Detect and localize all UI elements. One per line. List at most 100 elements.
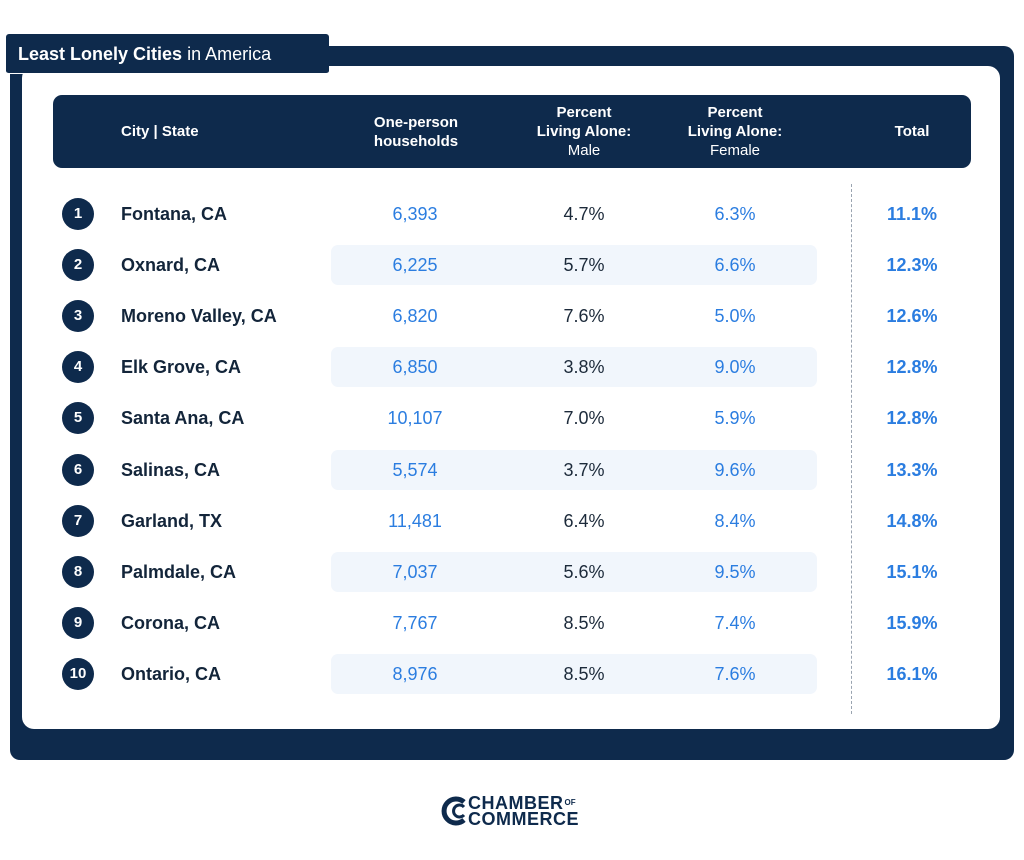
- rank-badge: 4: [62, 351, 94, 383]
- male-percent-cell: 3.8%: [563, 357, 605, 377]
- total-cell: 12.6%: [886, 306, 938, 326]
- city-cell: Corona, CA: [121, 613, 220, 633]
- row-stripe: [331, 654, 817, 694]
- table-header: City | State One-person households Perce…: [53, 95, 971, 168]
- female-percent-cell: 6.3%: [714, 204, 756, 224]
- table-row: 9 Corona, CA 7,767 8.5% 7.4% 15.9%: [0, 603, 1024, 643]
- city-cell: Oxnard, CA: [121, 255, 221, 275]
- rank-badge: 5: [62, 402, 94, 434]
- city-cell: Elk Grove, CA: [121, 357, 242, 377]
- male-percent-cell: 5.7%: [563, 255, 605, 275]
- header-male-line3: Male: [567, 142, 601, 159]
- table-row: 5 Santa Ana, CA 10,107 7.0% 5.9% 12.8%: [0, 398, 1024, 438]
- rank-badge: 2: [62, 249, 94, 281]
- households-cell: 11,481: [388, 511, 442, 531]
- total-cell: 12.3%: [886, 255, 938, 275]
- rank-badge: 6: [62, 454, 94, 486]
- male-percent-cell: 3.7%: [563, 460, 605, 480]
- logo-of: OF: [564, 798, 576, 807]
- total-cell: 14.8%: [886, 511, 938, 531]
- male-percent-cell: 7.6%: [563, 306, 605, 326]
- table-row: 3 Moreno Valley, CA 6,820 7.6% 5.0% 12.6%: [0, 296, 1024, 336]
- total-cell: 15.1%: [886, 562, 938, 582]
- table-row: 4 Elk Grove, CA 6,850 3.8% 9.0% 12.8%: [0, 347, 1024, 387]
- title-rest: in America: [182, 44, 272, 64]
- female-percent-cell: 7.4%: [714, 613, 756, 633]
- row-stripe: [331, 245, 817, 285]
- title-bold: Least Lonely Cities: [18, 44, 183, 64]
- total-cell: 16.1%: [886, 664, 938, 684]
- title-tab: Least Lonely Cities in America: [6, 34, 329, 74]
- households-cell: 6,393: [392, 204, 438, 224]
- rank-badge: 10: [62, 658, 94, 690]
- logo-line2: COMMERCE: [468, 809, 579, 829]
- female-percent-cell: 7.6%: [714, 664, 756, 684]
- row-stripe: [331, 552, 817, 592]
- table-card: [22, 66, 1000, 729]
- total-cell: 13.3%: [886, 460, 938, 480]
- households-cell: 6,225: [392, 255, 438, 275]
- total-divider: [851, 184, 852, 714]
- header-households-line1: One-person: [373, 114, 459, 131]
- header-male-line2: Living Alone:: [536, 123, 632, 140]
- city-cell: Garland, TX: [121, 511, 223, 531]
- total-cell: 11.1%: [886, 204, 938, 224]
- chamber-of-commerce-logo: CHAMBEROF COMMERCE: [440, 792, 592, 830]
- city-cell: Ontario, CA: [121, 664, 222, 684]
- table-row: 10 Ontario, CA 8,976 8.5% 7.6% 16.1%: [0, 654, 1024, 694]
- city-cell: Salinas, CA: [121, 460, 221, 480]
- rank-badge: 7: [62, 505, 94, 537]
- city-cell: Santa Ana, CA: [121, 408, 245, 428]
- page-title: Least Lonely Cities in America: [18, 44, 271, 65]
- total-cell: 12.8%: [886, 357, 938, 377]
- header-total: Total: [894, 123, 930, 140]
- city-cell: Fontana, CA: [121, 204, 227, 224]
- header-female-line2: Living Alone:: [687, 123, 783, 140]
- header-households-line2: households: [373, 133, 459, 150]
- row-stripe: [331, 450, 817, 490]
- chamber-c-icon: [441, 796, 466, 826]
- header-city: City | State: [121, 123, 199, 140]
- rank-badge: 1: [62, 198, 94, 230]
- header-male-line1: Percent: [556, 104, 612, 121]
- female-percent-cell: 8.4%: [714, 511, 756, 531]
- households-cell: 8,976: [392, 664, 438, 684]
- female-percent-cell: 9.5%: [714, 562, 756, 582]
- households-cell: 7,767: [392, 613, 438, 633]
- header-female-line1: Percent: [707, 104, 763, 121]
- table-row: 2 Oxnard, CA 6,225 5.7% 6.6% 12.3%: [0, 245, 1024, 285]
- female-percent-cell: 6.6%: [714, 255, 756, 275]
- total-cell: 15.9%: [886, 613, 938, 633]
- male-percent-cell: 7.0%: [563, 408, 605, 428]
- logo-text: CHAMBEROF COMMERCE: [468, 793, 579, 829]
- households-cell: 6,820: [392, 306, 438, 326]
- male-percent-cell: 4.7%: [563, 204, 605, 224]
- female-percent-cell: 5.9%: [714, 408, 756, 428]
- female-percent-cell: 9.0%: [714, 357, 756, 377]
- row-stripe: [331, 347, 817, 387]
- table-row: 6 Salinas, CA 5,574 3.7% 9.6% 13.3%: [0, 450, 1024, 490]
- male-percent-cell: 5.6%: [563, 562, 605, 582]
- rank-badge: 9: [62, 607, 94, 639]
- table-row: 1 Fontana, CA 6,393 4.7% 6.3% 11.1%: [0, 194, 1024, 234]
- male-percent-cell: 8.5%: [563, 613, 605, 633]
- households-cell: 5,574: [392, 460, 438, 480]
- male-percent-cell: 8.5%: [563, 664, 605, 684]
- female-percent-cell: 5.0%: [714, 306, 756, 326]
- logo-line1: CHAMBER: [468, 793, 564, 813]
- households-cell: 6,850: [392, 357, 438, 377]
- male-percent-cell: 6.4%: [563, 511, 605, 531]
- rank-badge: 8: [62, 556, 94, 588]
- rank-badge: 3: [62, 300, 94, 332]
- header-female-line3: Female: [709, 142, 761, 159]
- header-female: Percent Living Alone: Female: [670, 103, 800, 160]
- table-row: 7 Garland, TX 11,481 6.4% 8.4% 14.8%: [0, 501, 1024, 541]
- table-row: 8 Palmdale, CA 7,037 5.6% 9.5% 15.1%: [0, 552, 1024, 592]
- header-households: One-person households: [351, 113, 481, 151]
- total-cell: 12.8%: [886, 408, 938, 428]
- header-male: Percent Living Alone: Male: [519, 103, 649, 160]
- city-cell: Palmdale, CA: [121, 562, 237, 582]
- households-cell: 7,037: [392, 562, 438, 582]
- households-cell: 10,107: [387, 408, 443, 428]
- female-percent-cell: 9.6%: [714, 460, 756, 480]
